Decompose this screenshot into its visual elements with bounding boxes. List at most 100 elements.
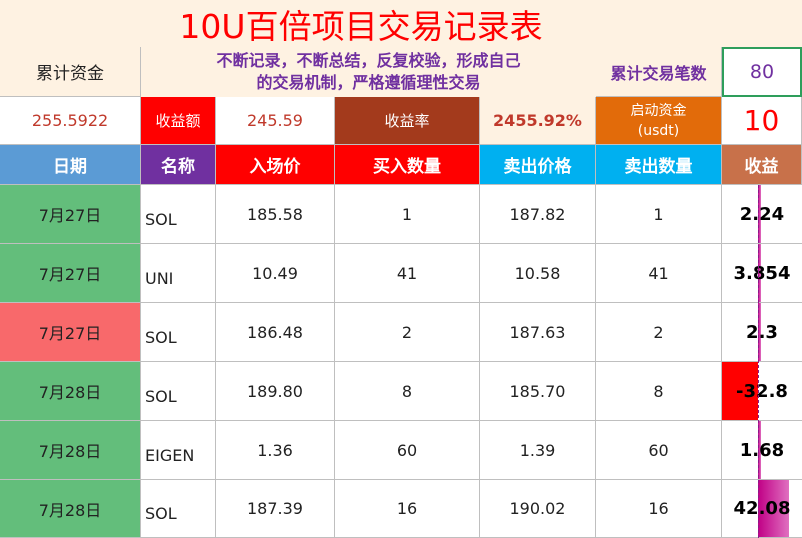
profit-amount-label: 收益额 — [155, 112, 201, 130]
profit-rate-value-cell[interactable]: 2455.92% — [480, 97, 596, 145]
profit-cell[interactable]: 2.3 — [722, 303, 802, 362]
buy-quantity-cell[interactable]: 16 — [335, 480, 480, 538]
column-header-profit[interactable]: 收益 — [722, 145, 802, 185]
trade-date: 7月27日 — [38, 324, 102, 343]
sell-quantity-cell[interactable]: 8 — [596, 362, 722, 421]
column-header-profit-label: 收益 — [744, 157, 779, 177]
entry-price: 187.39 — [247, 499, 303, 518]
coin-name: EIGEN — [145, 446, 195, 465]
profit-databar — [758, 185, 761, 243]
trade-date-cell[interactable]: 7月28日 — [0, 362, 141, 421]
coin-name: SOL — [145, 387, 177, 406]
column-header-sell-qty[interactable]: 卖出数量 — [596, 145, 722, 185]
buy-quantity: 41 — [396, 263, 418, 283]
coin-name: SOL — [145, 328, 177, 347]
buy-quantity-cell[interactable]: 1 — [335, 185, 480, 244]
profit-cell[interactable]: 3.854 — [722, 244, 802, 303]
start-funds-value: 10 — [743, 104, 780, 137]
profit-cell[interactable]: 42.08 — [722, 480, 802, 538]
sell-quantity: 60 — [648, 440, 669, 460]
profit-rate-label-cell[interactable]: 收益率 — [335, 97, 480, 145]
start-funds-unit: (usdt) — [637, 122, 680, 139]
sell-price-cell[interactable]: 10.58 — [480, 244, 596, 303]
sell-quantity: 16 — [648, 499, 669, 518]
profit-cell[interactable]: 2.24 — [722, 185, 802, 244]
entry-price: 10.49 — [252, 263, 298, 283]
sell-price-cell[interactable]: 185.70 — [480, 362, 596, 421]
coin-name: SOL — [145, 210, 177, 229]
sell-price: 1.39 — [519, 440, 556, 460]
entry-price-cell[interactable]: 189.80 — [216, 362, 335, 421]
profit-amount-value-cell[interactable]: 245.59 — [216, 97, 335, 145]
column-header-sell-price[interactable]: 卖出价格 — [480, 145, 596, 185]
trade-count-value: 80 — [749, 61, 775, 83]
sell-price-cell[interactable]: 187.82 — [480, 185, 596, 244]
column-header-date[interactable]: 日期 — [0, 145, 141, 185]
profit-databar — [758, 244, 761, 302]
sell-quantity-cell[interactable]: 1 — [596, 185, 722, 244]
sell-price-cell[interactable]: 187.63 — [480, 303, 596, 362]
trade-count-value-cell[interactable]: 80 — [722, 47, 802, 97]
column-header-sell-price-label: 卖出价格 — [503, 157, 572, 177]
coin-name-cell[interactable]: SOL — [141, 362, 216, 421]
buy-quantity: 60 — [396, 440, 418, 460]
entry-price: 185.58 — [247, 204, 303, 224]
motto-cell[interactable]: 不断记录，不断总结，反复校验，形成自己 的交易机制，严格遵循理性交易 — [141, 47, 596, 98]
column-header-entry-price[interactable]: 入场价 — [216, 145, 335, 185]
profit-value: -32.8 — [736, 380, 788, 402]
buy-quantity-cell[interactable]: 60 — [335, 421, 480, 480]
trade-date-cell[interactable]: 7月28日 — [0, 421, 141, 480]
buy-quantity-cell[interactable]: 41 — [335, 244, 480, 303]
motto-line-1: 不断记录，不断总结，反复校验，形成自己 — [216, 51, 521, 70]
cum-funds-value-cell[interactable]: 255.5922 — [0, 97, 141, 145]
profit-value: 42.08 — [733, 498, 791, 519]
trade-count-label-cell[interactable]: 累计交易笔数 — [596, 47, 722, 97]
sell-price-cell[interactable]: 1.39 — [480, 421, 596, 480]
profit-value: 2.24 — [739, 203, 785, 225]
coin-name: SOL — [145, 504, 177, 523]
trade-date-cell[interactable]: 7月27日 — [0, 303, 141, 362]
start-funds-label-cell[interactable]: 启动资金 (usdt) — [596, 97, 722, 145]
profit-cell[interactable]: -32.8 — [722, 362, 802, 421]
cum-funds-value: 255.5922 — [31, 111, 109, 130]
sell-quantity-cell[interactable]: 60 — [596, 421, 722, 480]
sell-quantity: 2 — [653, 322, 664, 342]
sell-quantity: 8 — [653, 381, 664, 401]
entry-price-cell[interactable]: 185.58 — [216, 185, 335, 244]
column-header-buy-qty[interactable]: 买入数量 — [335, 145, 480, 185]
entry-price-cell[interactable]: 10.49 — [216, 244, 335, 303]
profit-cell[interactable]: 1.68 — [722, 421, 802, 480]
sell-price: 185.70 — [509, 381, 566, 401]
entry-price: 186.48 — [247, 322, 303, 342]
column-header-name-label: 名称 — [161, 157, 195, 177]
coin-name-cell[interactable]: SOL — [141, 303, 216, 362]
start-funds-value-cell[interactable]: 10 — [722, 97, 802, 145]
buy-quantity-cell[interactable]: 8 — [335, 362, 480, 421]
sell-quantity-cell[interactable]: 2 — [596, 303, 722, 362]
buy-quantity: 8 — [401, 381, 413, 401]
trade-date-cell[interactable]: 7月27日 — [0, 185, 141, 244]
sell-price-cell[interactable]: 190.02 — [480, 480, 596, 538]
cum-funds-label: 累计资金 — [36, 64, 104, 84]
motto-line-2: 的交易机制，严格遵循理性交易 — [256, 73, 481, 92]
column-header-name[interactable]: 名称 — [141, 145, 216, 185]
entry-price-cell[interactable]: 1.36 — [216, 421, 335, 480]
cum-funds-label-cell[interactable]: 累计资金 — [0, 47, 141, 97]
column-header-sell-qty-label: 卖出数量 — [624, 157, 693, 177]
sell-price: 187.63 — [509, 322, 566, 342]
buy-quantity: 1 — [401, 204, 413, 224]
profit-value: 2.3 — [746, 321, 778, 343]
column-header-date-label: 日期 — [53, 157, 87, 177]
coin-name-cell[interactable]: SOL — [141, 480, 216, 538]
coin-name-cell[interactable]: UNI — [141, 244, 216, 303]
coin-name-cell[interactable]: EIGEN — [141, 421, 216, 480]
buy-quantity-cell[interactable]: 2 — [335, 303, 480, 362]
sell-quantity-cell[interactable]: 16 — [596, 480, 722, 538]
sell-quantity-cell[interactable]: 41 — [596, 244, 722, 303]
entry-price-cell[interactable]: 187.39 — [216, 480, 335, 538]
trade-date-cell[interactable]: 7月28日 — [0, 480, 141, 538]
coin-name-cell[interactable]: SOL — [141, 185, 216, 244]
entry-price-cell[interactable]: 186.48 — [216, 303, 335, 362]
profit-amount-label-cell[interactable]: 收益额 — [141, 97, 216, 145]
trade-date-cell[interactable]: 7月27日 — [0, 244, 141, 303]
